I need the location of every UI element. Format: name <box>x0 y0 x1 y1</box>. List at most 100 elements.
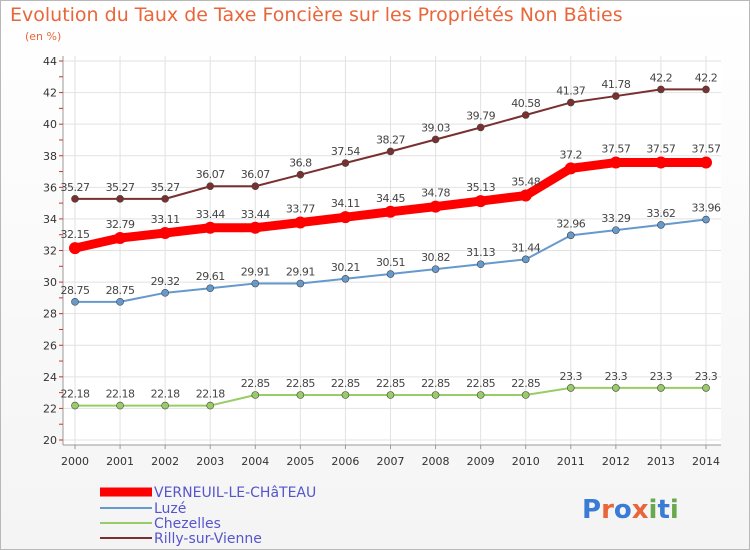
data-point <box>341 274 350 283</box>
data-point <box>657 221 665 229</box>
data-label: 22.18 <box>196 388 225 401</box>
data-point <box>386 147 395 156</box>
data-point <box>474 195 487 208</box>
data-point <box>161 401 169 410</box>
data-point <box>566 384 575 392</box>
y-tick-label: 22 <box>43 402 57 415</box>
y-tick-label: 30 <box>43 276 57 289</box>
data-point <box>702 215 710 224</box>
data-label: 33.77 <box>286 203 315 216</box>
data-point <box>296 170 305 179</box>
data-point <box>341 391 350 399</box>
data-label: 33.44 <box>196 208 225 221</box>
data-label: 31.13 <box>466 246 495 259</box>
y-tick-label: 32 <box>43 245 57 258</box>
data-point <box>339 211 352 224</box>
data-point <box>249 221 262 234</box>
x-tick-label: 2002 <box>151 455 179 468</box>
data-point <box>206 284 215 293</box>
data-point <box>159 226 172 239</box>
data-label: 23.3 <box>650 370 673 383</box>
data-point <box>386 270 395 278</box>
data-label: 23.3 <box>695 370 718 383</box>
data-label: 35.27 <box>61 181 90 194</box>
data-point <box>251 391 260 399</box>
y-tick-label: 36 <box>43 181 57 194</box>
data-point <box>251 279 260 288</box>
data-label: 22.85 <box>421 377 450 390</box>
data-point <box>431 265 440 273</box>
data-label: 36.8 <box>289 157 312 170</box>
data-point <box>116 195 124 203</box>
legend-label: Chezelles <box>154 516 221 532</box>
chart-title: Evolution du Taux de Taxe Foncière sur l… <box>10 4 623 26</box>
legend-label: Luzé <box>154 501 186 517</box>
data-point <box>612 226 620 234</box>
y-tick-label: 42 <box>43 87 57 100</box>
data-point <box>566 231 575 240</box>
data-point <box>384 205 397 218</box>
data-label: 22.85 <box>466 377 495 390</box>
y-tick-label: 38 <box>43 150 57 163</box>
y-tick-label: 24 <box>43 371 57 384</box>
data-point <box>476 391 485 399</box>
proxiti-logo: Proxiti <box>582 495 679 525</box>
data-point <box>521 391 530 399</box>
data-label: 37.57 <box>692 143 721 156</box>
data-label: 29.91 <box>286 266 315 279</box>
data-point <box>612 384 620 392</box>
data-label: 37.54 <box>331 145 360 158</box>
legend-label: Rilly-sur-Vienne <box>154 531 262 547</box>
data-label: 32.15 <box>61 228 90 241</box>
data-label: 23.3 <box>560 370 583 383</box>
data-point <box>521 111 530 119</box>
data-label: 35.48 <box>511 176 540 189</box>
data-label: 22.85 <box>511 377 540 390</box>
x-tick-label: 2009 <box>467 455 495 468</box>
data-label: 37.2 <box>560 148 583 161</box>
data-label: 34.78 <box>421 187 450 200</box>
data-point <box>71 401 79 410</box>
data-label: 33.44 <box>241 208 270 221</box>
data-label: 30.82 <box>421 251 450 264</box>
data-point <box>206 182 215 191</box>
data-point <box>702 384 710 392</box>
data-label: 42.2 <box>695 71 718 84</box>
y-tick-label: 34 <box>43 213 57 226</box>
data-label: 36.07 <box>196 168 225 181</box>
data-point <box>654 156 667 169</box>
x-tick-label: 2000 <box>61 455 89 468</box>
data-point <box>564 162 577 175</box>
y-tick-label: 20 <box>43 434 57 447</box>
data-point <box>114 232 127 245</box>
data-point <box>657 384 665 392</box>
data-label: 36.07 <box>241 168 270 181</box>
data-point <box>431 391 440 399</box>
x-tick-label: 2006 <box>331 455 359 468</box>
data-label: 30.51 <box>376 256 405 269</box>
data-point <box>206 401 215 410</box>
data-point <box>609 156 622 169</box>
data-label: 22.85 <box>286 377 315 390</box>
data-label: 39.03 <box>421 121 450 134</box>
data-label: 38.27 <box>376 133 405 146</box>
data-point <box>116 401 124 410</box>
y-tick-label: 28 <box>43 308 57 321</box>
x-tick-label: 2011 <box>557 455 585 468</box>
data-label: 41.78 <box>601 78 630 91</box>
data-point <box>296 279 305 288</box>
x-tick-label: 2004 <box>241 455 269 468</box>
data-label: 39.79 <box>466 109 495 122</box>
data-point <box>69 242 81 255</box>
data-label: 34.45 <box>376 192 405 205</box>
x-tick-label: 2003 <box>196 455 224 468</box>
x-tick-label: 2014 <box>692 455 720 468</box>
data-label: 40.58 <box>511 97 540 110</box>
data-point <box>386 391 395 399</box>
data-label: 22.85 <box>331 377 360 390</box>
data-label: 33.29 <box>601 212 630 225</box>
data-point <box>71 195 79 203</box>
y-tick-label: 26 <box>43 339 57 352</box>
legend-label: VERNEUIL-LE-CHâTEAU <box>154 485 316 501</box>
data-point <box>251 182 260 191</box>
